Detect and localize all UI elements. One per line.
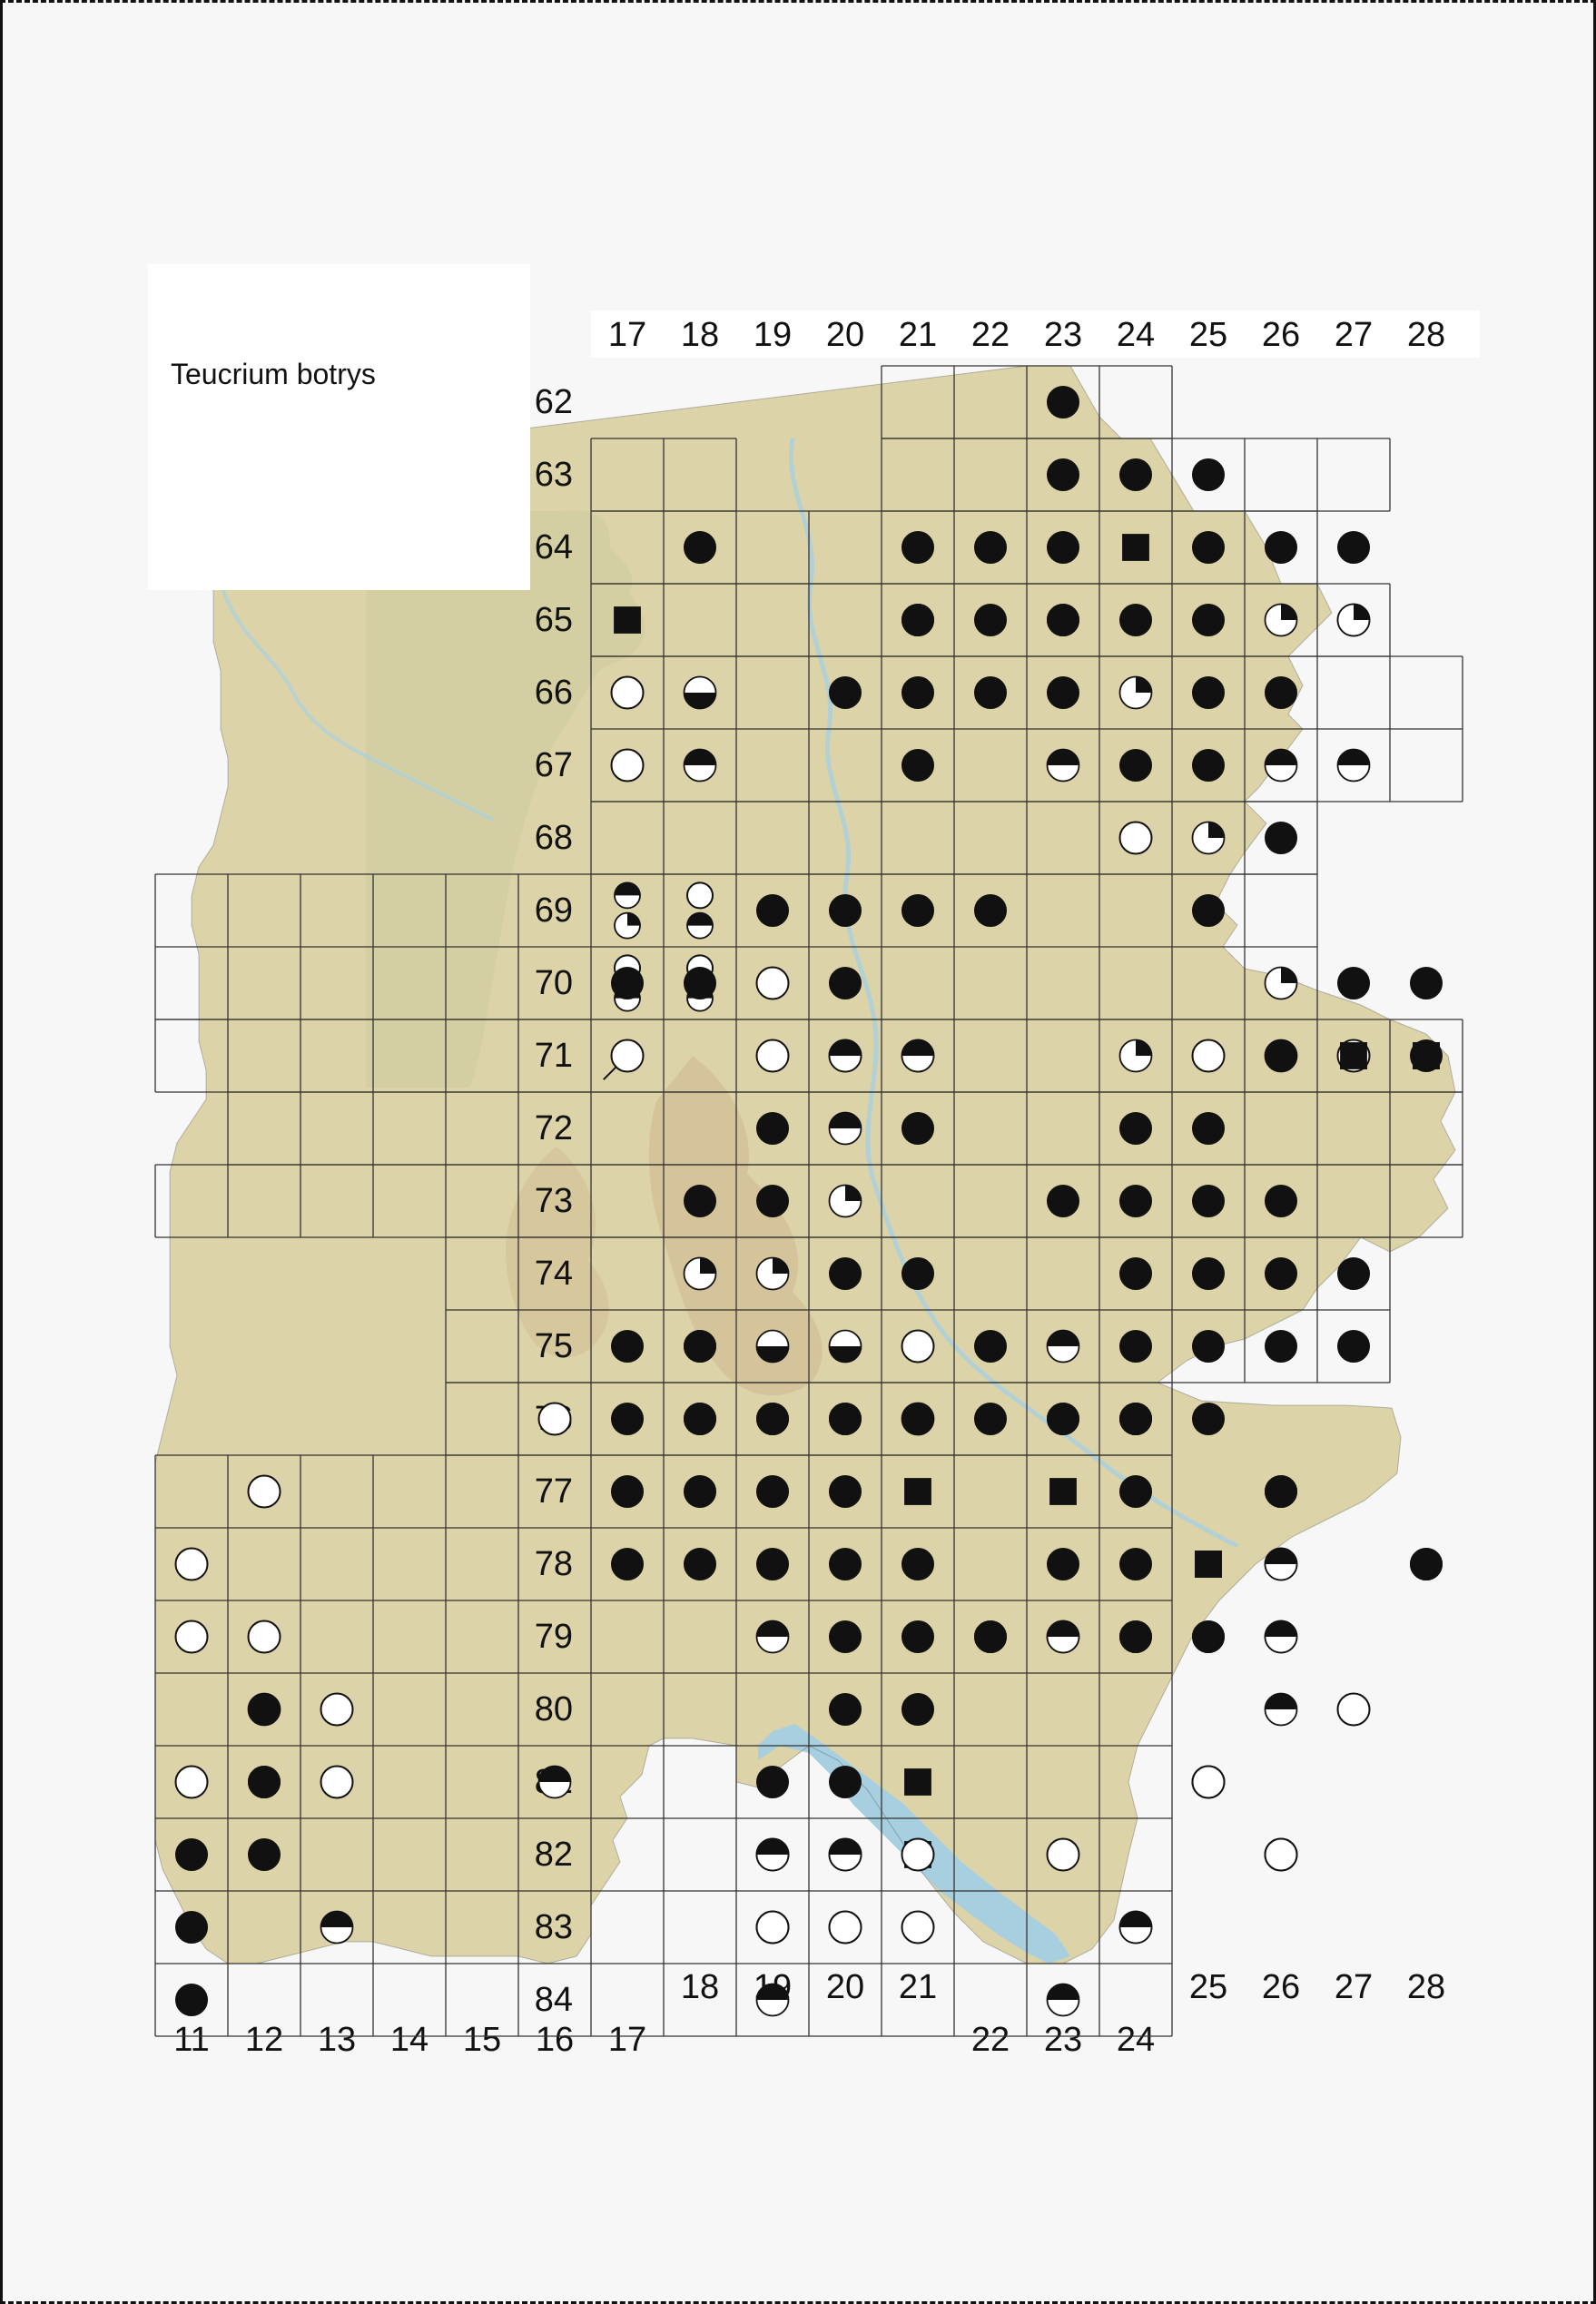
svg-text:71: 71 — [535, 1037, 573, 1075]
svg-text:18: 18 — [681, 1968, 719, 2006]
svg-text:28: 28 — [1407, 316, 1445, 354]
svg-text:25: 25 — [1189, 1968, 1227, 2006]
svg-text:28: 28 — [1407, 1968, 1445, 2006]
svg-text:24: 24 — [1117, 2021, 1155, 2059]
svg-text:23: 23 — [1044, 2021, 1082, 2059]
svg-text:82: 82 — [535, 1836, 573, 1874]
svg-text:15: 15 — [463, 2021, 501, 2059]
svg-text:63: 63 — [535, 456, 573, 494]
svg-text:14: 14 — [390, 2021, 429, 2059]
svg-text:26: 26 — [1262, 316, 1300, 354]
svg-text:69: 69 — [535, 891, 573, 930]
svg-text:66: 66 — [535, 674, 573, 712]
svg-text:74: 74 — [535, 1255, 573, 1293]
svg-text:73: 73 — [535, 1182, 573, 1220]
svg-text:26: 26 — [1262, 1968, 1300, 2006]
svg-text:19: 19 — [754, 316, 792, 354]
svg-text:78: 78 — [535, 1545, 573, 1583]
svg-text:64: 64 — [535, 528, 573, 566]
svg-text:11: 11 — [173, 2021, 209, 2059]
svg-text:62: 62 — [535, 383, 573, 421]
svg-text:68: 68 — [535, 819, 573, 857]
svg-text:18: 18 — [681, 316, 719, 354]
svg-text:79: 79 — [535, 1618, 573, 1656]
svg-text:25: 25 — [1189, 316, 1227, 354]
svg-text:83: 83 — [535, 1908, 573, 1946]
svg-text:12: 12 — [245, 2021, 283, 2059]
svg-text:75: 75 — [535, 1327, 573, 1365]
svg-text:23: 23 — [1044, 316, 1082, 354]
svg-text:27: 27 — [1335, 1968, 1373, 2006]
svg-text:22: 22 — [971, 316, 1010, 354]
svg-text:70: 70 — [535, 964, 573, 1002]
svg-text:21: 21 — [899, 316, 937, 354]
svg-text:21: 21 — [899, 1968, 937, 2006]
svg-text:16: 16 — [536, 2021, 574, 2059]
svg-text:Teucrium botrys: Teucrium botrys — [171, 358, 376, 390]
svg-text:17: 17 — [608, 316, 646, 354]
svg-text:67: 67 — [535, 746, 573, 784]
svg-text:20: 20 — [826, 1968, 864, 2006]
svg-text:24: 24 — [1117, 316, 1155, 354]
svg-text:17: 17 — [608, 2021, 646, 2059]
svg-text:22: 22 — [971, 2021, 1010, 2059]
svg-text:27: 27 — [1335, 316, 1373, 354]
svg-text:20: 20 — [826, 316, 864, 354]
svg-text:80: 80 — [535, 1690, 573, 1728]
svg-text:65: 65 — [535, 601, 573, 639]
svg-text:77: 77 — [535, 1472, 573, 1511]
svg-text:72: 72 — [535, 1109, 573, 1147]
svg-text:84: 84 — [535, 1981, 573, 2019]
svg-text:13: 13 — [318, 2021, 356, 2059]
